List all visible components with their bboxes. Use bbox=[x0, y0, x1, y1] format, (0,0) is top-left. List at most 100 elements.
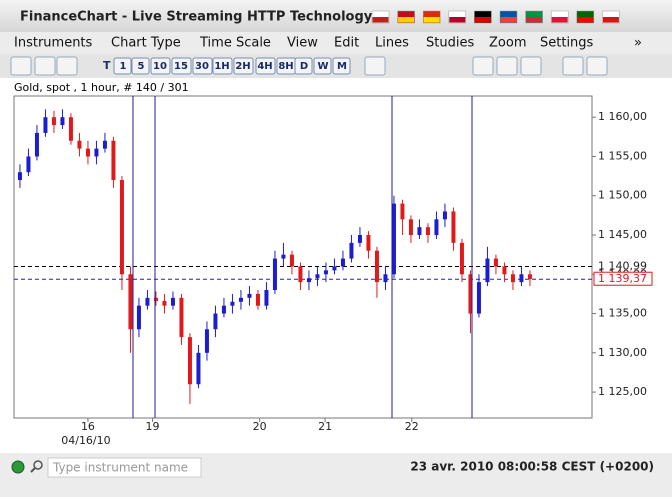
candle-body bbox=[510, 274, 515, 283]
tool-button[interactable] bbox=[520, 56, 542, 76]
tool-button[interactable] bbox=[34, 56, 56, 76]
y-tick-label: 1 125,00 bbox=[598, 385, 647, 398]
candle-body bbox=[366, 235, 371, 251]
flag-stripe bbox=[500, 17, 517, 23]
timeframe-button[interactable] bbox=[113, 57, 132, 75]
timeframe-button[interactable] bbox=[313, 57, 332, 75]
candle-body bbox=[408, 219, 413, 236]
candle-body bbox=[332, 266, 337, 271]
tool-button[interactable] bbox=[56, 56, 78, 76]
timeframe-label: 1 bbox=[120, 61, 127, 72]
flag-stripe bbox=[551, 17, 568, 23]
candle-body bbox=[349, 242, 354, 259]
timeframe-button[interactable] bbox=[171, 57, 192, 75]
candle-body bbox=[459, 242, 464, 275]
timeframe-button[interactable] bbox=[131, 57, 150, 75]
search-box[interactable] bbox=[47, 457, 202, 478]
menu-item[interactable]: Time Scale bbox=[199, 36, 271, 51]
candle-body bbox=[281, 254, 286, 259]
menu-item[interactable]: Settings bbox=[540, 36, 594, 51]
candle-body bbox=[527, 274, 532, 279]
chart-title: Gold, spot , 1 hour, # 140 / 301 bbox=[14, 81, 189, 94]
tool-button[interactable] bbox=[586, 56, 608, 76]
timeframe-label: M bbox=[337, 61, 347, 72]
candle-body bbox=[230, 301, 235, 306]
candle-body bbox=[153, 297, 158, 301]
y-tick-label: 1 160,00 bbox=[598, 110, 647, 123]
language-flags bbox=[371, 10, 620, 24]
tool-button[interactable] bbox=[496, 56, 518, 76]
candle-body bbox=[434, 219, 439, 236]
timeframe-label: 10 bbox=[153, 61, 167, 72]
reference-label: 1 140,99 bbox=[598, 260, 647, 273]
y-tick-label: 1 150,00 bbox=[598, 189, 647, 202]
menu-item[interactable]: View bbox=[287, 36, 318, 51]
candle-body bbox=[238, 297, 243, 302]
candle-body bbox=[145, 297, 150, 306]
menu-item[interactable]: Studies bbox=[426, 36, 474, 51]
candle-body bbox=[442, 211, 447, 220]
timeframe-button[interactable] bbox=[212, 57, 233, 75]
flag-stripe bbox=[423, 17, 440, 23]
tool-button[interactable] bbox=[472, 56, 494, 76]
clock: 23 avr. 2010 08:00:58 CEST (+0200) bbox=[410, 460, 654, 474]
timeframe-button[interactable] bbox=[332, 57, 351, 75]
tool-icon[interactable]: T bbox=[103, 59, 111, 72]
candle-body bbox=[357, 235, 362, 243]
candle-body bbox=[425, 227, 430, 236]
timeframe-label: D bbox=[300, 61, 308, 72]
x-tick-label: 22 bbox=[405, 420, 419, 433]
x-tick-label: 19 bbox=[146, 420, 160, 433]
menu-item[interactable]: Edit bbox=[334, 36, 359, 51]
candle-body bbox=[60, 117, 65, 126]
flag-stripe bbox=[372, 17, 389, 23]
menu-bar bbox=[0, 32, 672, 54]
y-tick-label: 1 155,00 bbox=[598, 149, 647, 162]
timeframe-button[interactable] bbox=[150, 57, 171, 75]
flag-stripe bbox=[577, 17, 594, 23]
flag-stripe bbox=[602, 17, 619, 23]
menu-item[interactable]: Zoom bbox=[489, 36, 526, 51]
candle-body bbox=[111, 140, 116, 181]
candle-body bbox=[247, 293, 252, 298]
menu-item[interactable]: Lines bbox=[375, 36, 409, 51]
candle-body bbox=[221, 305, 226, 314]
price-box bbox=[593, 271, 653, 286]
timeframe-button[interactable] bbox=[233, 57, 254, 75]
connection-indicator bbox=[11, 460, 25, 474]
timeframe-button[interactable] bbox=[294, 57, 313, 75]
flag-stripe bbox=[526, 17, 543, 23]
timeframe-label: 15 bbox=[174, 61, 188, 72]
x-tick-label: 20 bbox=[253, 420, 267, 433]
timeframe-label: 4H bbox=[257, 61, 272, 72]
candle-body bbox=[26, 156, 31, 173]
flag-stripe bbox=[449, 17, 466, 23]
candle-body bbox=[502, 266, 507, 275]
menu-item[interactable]: » bbox=[634, 36, 642, 51]
candle-body bbox=[519, 274, 524, 283]
date-label: 04/16/10 bbox=[61, 434, 110, 447]
tool-button[interactable] bbox=[562, 56, 584, 76]
candle-body bbox=[119, 180, 124, 275]
flag-stripe bbox=[398, 17, 415, 23]
candle-body bbox=[289, 254, 294, 267]
menu-item[interactable]: Instruments bbox=[14, 36, 93, 51]
candle-body bbox=[383, 274, 388, 283]
candle-body bbox=[306, 278, 311, 283]
x-tick-label: 16 bbox=[81, 420, 95, 433]
timeframe-button[interactable] bbox=[255, 57, 276, 75]
candle-body bbox=[51, 117, 56, 126]
tool-button[interactable] bbox=[10, 56, 32, 76]
candle-body bbox=[485, 258, 490, 283]
tool-button[interactable] bbox=[364, 56, 386, 76]
timeframe-label: 1H bbox=[214, 61, 229, 72]
candle-body bbox=[374, 250, 379, 283]
candle-body bbox=[43, 117, 48, 133]
y-tick-label: 1 145,00 bbox=[598, 228, 647, 241]
candle-body bbox=[391, 203, 396, 275]
timeframe-button[interactable] bbox=[192, 57, 213, 75]
search-icon bbox=[30, 467, 36, 473]
menu-item[interactable]: Chart Type bbox=[111, 36, 181, 51]
candle-body bbox=[468, 274, 473, 314]
